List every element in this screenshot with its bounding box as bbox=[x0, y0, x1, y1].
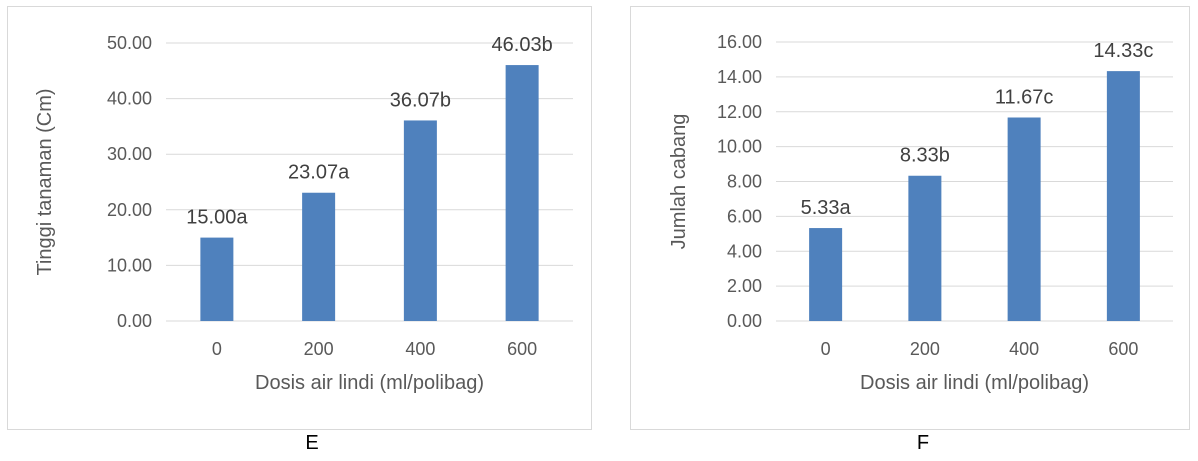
chart-f-bar bbox=[908, 175, 942, 321]
chart-f-data-label: 8.33b bbox=[900, 145, 950, 167]
chart-f-x-tick-label: 200 bbox=[910, 339, 940, 359]
chart-e-y-tick-label: 40.00 bbox=[107, 89, 152, 109]
chart-e-data-label: 15.00a bbox=[186, 207, 248, 229]
chart-f-y-tick-label: 14.00 bbox=[717, 67, 762, 87]
chart-f-x-axis-title: Dosis air lindi (ml/polibag) bbox=[860, 372, 1089, 394]
chart-e-bar bbox=[505, 65, 539, 321]
chart-f-y-tick-label: 12.00 bbox=[717, 102, 762, 122]
chart-e-svg: 0.00 10.00 20.00 30.00 40.00 50.00 15.00a 0 23.0… bbox=[34, 33, 573, 394]
chart-f-y-tick-label: 0.00 bbox=[727, 311, 762, 331]
chart-f-y-tick-label: 16.00 bbox=[717, 32, 762, 52]
chart-f-y-tick-label: 8.00 bbox=[727, 172, 762, 192]
chart-e-data-label: 46.03b bbox=[492, 34, 553, 56]
chart-f-data-label: 14.33c bbox=[1093, 40, 1153, 62]
chart-f-svg: 0.00 2.00 4.00 6.00 8.00 10.00 12.00 14.00 16.00… bbox=[668, 32, 1173, 394]
chart-f-y-tick-label: 2.00 bbox=[727, 276, 762, 296]
chart-f-y-axis-title: Jumlah cabang bbox=[668, 114, 690, 250]
chart-panel-f: 0.00 2.00 4.00 6.00 8.00 10.00 12.00 14.00 16.00… bbox=[630, 6, 1190, 430]
caption-f: F bbox=[916, 432, 930, 454]
chart-e-bar bbox=[302, 192, 336, 321]
chart-f-bar bbox=[1106, 71, 1140, 321]
chart-e-y-tick-label: 20.00 bbox=[107, 200, 152, 220]
caption-e: E bbox=[305, 432, 319, 454]
chart-panel-e: 0.00 10.00 20.00 30.00 40.00 50.00 15.00a 0 23.0… bbox=[7, 6, 592, 430]
chart-f-bar bbox=[1007, 117, 1041, 322]
chart-f-y-tick-label: 4.00 bbox=[727, 241, 762, 261]
chart-e-bar bbox=[200, 237, 234, 321]
chart-e-data-label: 36.07b bbox=[390, 89, 451, 111]
chart-e-y-axis-title: Tinggi tanaman (Cm) bbox=[34, 88, 56, 275]
chart-e-data-label: 23.07a bbox=[288, 162, 350, 184]
chart-f-bar bbox=[809, 228, 843, 321]
chart-e-x-tick-label: 200 bbox=[304, 339, 334, 359]
chart-f-data-label: 5.33a bbox=[801, 197, 852, 219]
chart-f-x-tick-label: 600 bbox=[1108, 339, 1138, 359]
chart-e-x-tick-label: 0 bbox=[212, 339, 222, 359]
chart-e-bar bbox=[403, 120, 437, 321]
chart-e-x-axis-title: Dosis air lindi (ml/polibag) bbox=[255, 372, 484, 394]
chart-f-x-tick-label: 0 bbox=[821, 339, 831, 359]
chart-f-x-tick-label: 400 bbox=[1009, 339, 1039, 359]
chart-e-x-tick-label: 600 bbox=[507, 339, 537, 359]
chart-f-y-tick-label: 10.00 bbox=[717, 137, 762, 157]
chart-f-data-label: 11.67c bbox=[995, 87, 1054, 109]
chart-e-y-tick-label: 10.00 bbox=[107, 255, 152, 275]
chart-e-y-tick-label: 0.00 bbox=[117, 311, 152, 331]
chart-f-y-tick-label: 6.00 bbox=[727, 206, 762, 226]
chart-e-y-tick-label: 30.00 bbox=[107, 144, 152, 164]
chart-e-x-tick-label: 400 bbox=[405, 339, 435, 359]
chart-e-y-tick-label: 50.00 bbox=[107, 33, 152, 53]
